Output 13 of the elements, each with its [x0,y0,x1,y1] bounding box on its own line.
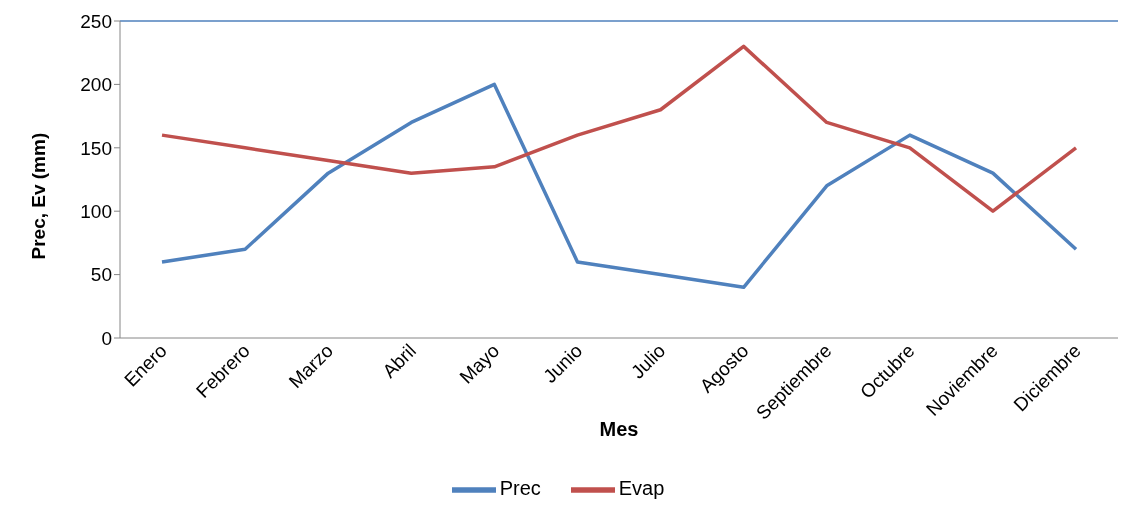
y-tick-label: 100 [80,200,112,222]
y-tick-label: 250 [80,10,112,32]
legend-label: Evap [618,477,665,500]
y-tick-label: 150 [80,137,112,159]
line-series [160,82,1078,290]
y-tick-label: 200 [80,74,112,96]
y-tick-label: 50 [90,264,112,286]
x-axis-title: Mes [599,418,639,440]
x-tick-label: Julio [626,339,670,383]
legend-label: Prec [499,477,541,500]
y-tick-label: 0 [101,327,112,349]
line-series [160,44,1078,213]
y-axis-title: Prec, Ev (mm) [27,132,49,260]
